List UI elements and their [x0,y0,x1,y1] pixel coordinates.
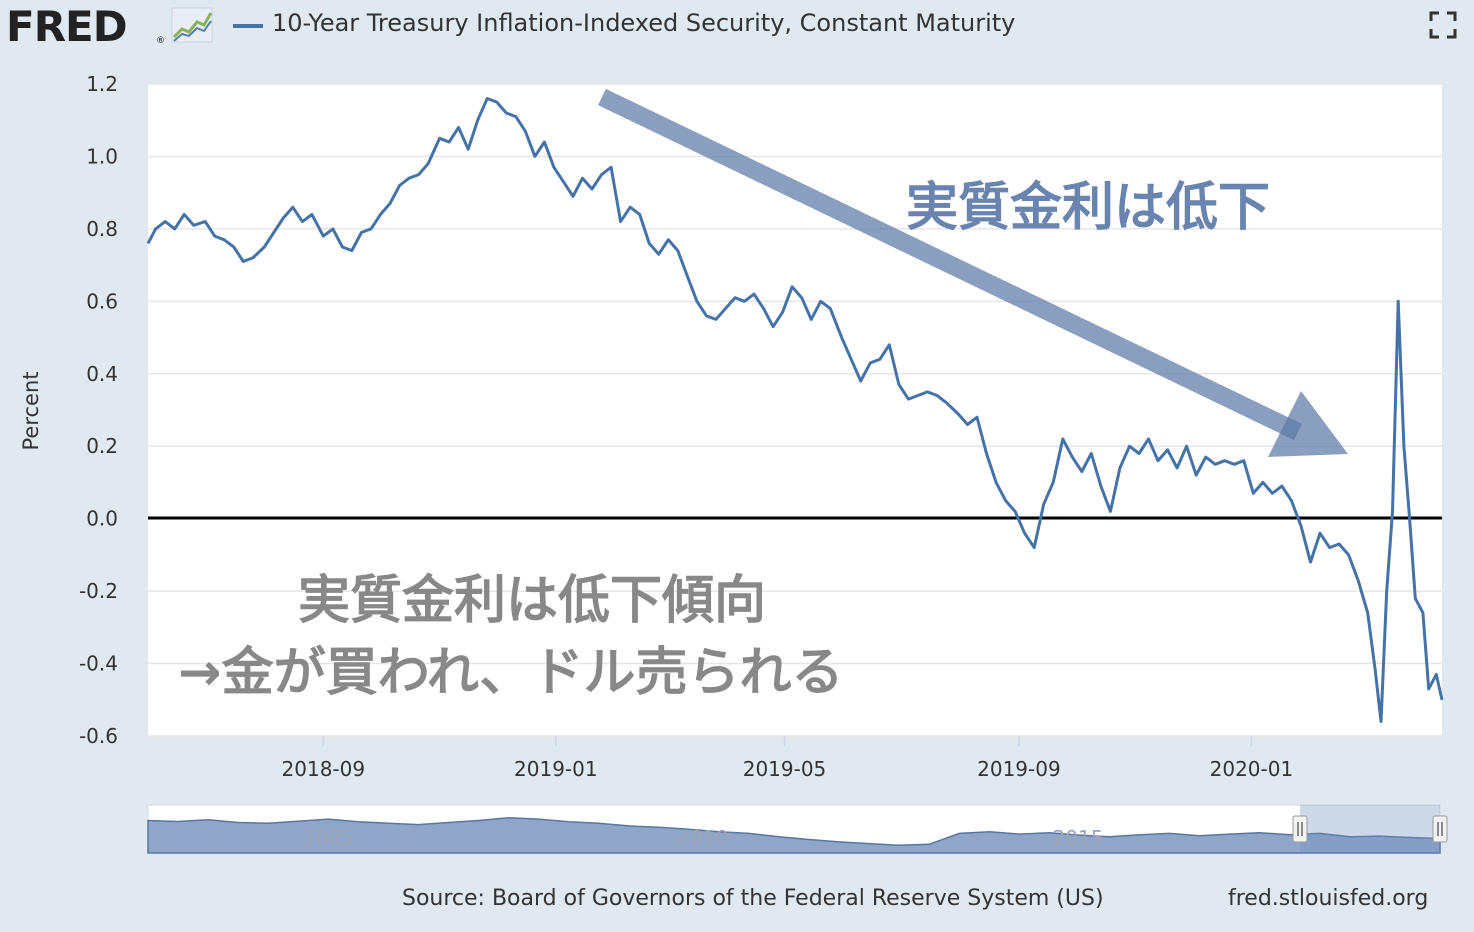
x-axis-ticks: 2018-09 2019-01 2019-05 2019-09 2020-01 [282,736,1294,781]
trend-arrow-head [1268,391,1348,457]
y-tick-label: 0.4 [86,362,118,386]
trend-arrow [598,88,1348,457]
fred-chart-logo-icon [171,7,213,43]
navigator-series [147,817,1441,854]
x-tick-label: 2018-09 [282,757,366,781]
arrow-annotation: 実質金利は低下 [906,178,1270,238]
bottom-annotation-line2: →金が買われ、ドル売られる [178,643,844,703]
y-tick-label: 1.2 [86,72,118,96]
source-text: Source: Board of Governors of the Federa… [402,886,1104,911]
registered-mark: ® [156,36,165,46]
series-title[interactable]: 10-Year Treasury Inflation-Indexed Secur… [272,9,1016,37]
fred-logo[interactable]: FRED [6,2,128,51]
site-link[interactable]: fred.stlouisfed.org [1228,886,1429,911]
y-tick-label: 0.0 [86,507,118,531]
bottom-annotation-line1: 実質金利は低下傾向 [298,571,766,631]
y-tick-label: 0.2 [86,434,118,458]
x-tick-label: 2019-09 [977,757,1061,781]
y-axis-ticks: 1.2 1.0 0.8 0.6 0.4 0.2 0.0 -0.2 -0.4 -0.6 [79,72,118,748]
fullscreen-icon[interactable] [1428,10,1458,40]
y-tick-label: -0.2 [79,579,118,603]
navigator-label-2015: 2015 [1053,826,1104,850]
x-tick-label: 2020-01 [1210,757,1294,781]
navigator-handle-left[interactable] [1292,815,1308,843]
y-tick-label: -0.6 [79,724,118,748]
navigator-selection[interactable] [1300,805,1440,853]
legend-swatch [233,24,263,28]
navigator-label-2005: 2005 [303,826,354,850]
x-tick-label: 2019-01 [514,757,598,781]
navigator[interactable]: 2005 2010 2015 [147,804,1448,854]
grid [148,83,1442,737]
navigator-handle-right[interactable] [1432,815,1448,843]
series-group [146,97,1444,723]
series-line [146,97,1444,723]
y-tick-label: -0.4 [79,652,118,676]
chart-header: FRED ® 10-Year Treasury Inflation-Indexe… [0,0,1474,51]
x-tick-label: 2019-05 [743,757,827,781]
chart: 1.2 1.0 0.8 0.6 0.4 0.2 0.0 -0.2 -0.4 -0.6 2018-0… [79,72,1448,854]
y-tick-label: 0.6 [86,289,118,313]
y-tick-label: 1.0 [86,144,118,168]
navigator-label-2010: 2010 [678,826,729,850]
y-tick-label: 0.8 [86,217,118,241]
trend-arrow-shaft [598,88,1302,441]
